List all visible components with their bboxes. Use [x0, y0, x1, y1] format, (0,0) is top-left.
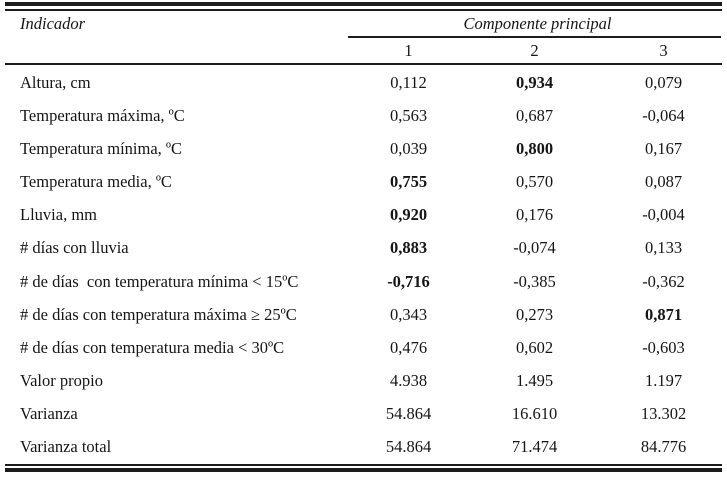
row-value-3: 1.197 [644, 371, 683, 391]
row-value-2: 0,687 [515, 105, 554, 125]
component-column-header-1: 1 [404, 40, 413, 60]
component-column-header-3: 3 [659, 40, 668, 60]
row-value-2: 71.474 [511, 437, 558, 457]
row-value-1: 0,039 [389, 138, 428, 158]
row-value-3: -0,603 [642, 337, 685, 357]
top-rule-thick [5, 2, 722, 6]
row-value-1: 0,563 [389, 105, 428, 125]
row-label: # días con lluvia [20, 238, 129, 258]
row-value-2: 0,570 [515, 172, 554, 192]
row-label: # de días con temperatura mínima < 15ºC [20, 271, 299, 291]
row-value-2: 16.610 [511, 404, 558, 424]
bottom-rule-thin [5, 464, 722, 466]
component-group-header: Componente principal [463, 14, 612, 33]
row-value-2: -0,074 [513, 238, 556, 258]
row-value-1: 0,883 [389, 238, 428, 258]
row-value-3: 0,087 [644, 172, 683, 192]
row-value-3: 0,079 [644, 72, 683, 92]
row-value-3: 0,133 [644, 238, 683, 258]
top-rule-thin [5, 9, 722, 11]
table-row: Temperatura mínima, ºC 0,039 0,800 0,167 [0, 132, 727, 165]
row-value-1: 0,343 [389, 304, 428, 324]
table-header-row-2: 1 2 3 [0, 38, 727, 63]
row-value-1: 4.938 [389, 371, 428, 391]
row-value-2: 0,176 [515, 205, 554, 225]
table-row: Temperatura máxima, ºC 0,563 0,687 -0,06… [0, 99, 727, 132]
row-value-2: 0,273 [515, 304, 554, 324]
table-row: Altura, cm 0,112 0,934 0,079 [0, 66, 727, 99]
row-value-3: 0,167 [644, 138, 683, 158]
component-column-header-2: 2 [530, 40, 539, 60]
row-label: Temperatura media, ºC [20, 172, 172, 192]
table-row: Valor propio 4.938 1.495 1.197 [0, 365, 727, 398]
table-row: Varianza total 54.864 71.474 84.776 [0, 431, 727, 464]
row-label: Varianza total [20, 437, 112, 457]
header-bottom-rule [5, 63, 722, 65]
row-value-1: 54.864 [385, 404, 432, 424]
table-row: # días con lluvia 0,883 -0,074 0,133 [0, 232, 727, 265]
row-label: Temperatura mínima, ºC [20, 138, 183, 158]
row-label: Temperatura máxima, ºC [20, 105, 185, 125]
row-value-3: -0,362 [642, 271, 685, 291]
row-label: Varianza [20, 404, 78, 424]
row-value-1: 54.864 [385, 437, 432, 457]
row-label: Altura, cm [20, 72, 91, 92]
row-label: Valor propio [20, 371, 103, 391]
table-row: # de días con temperatura mínima < 15ºC … [0, 265, 727, 298]
row-value-2: 1.495 [515, 371, 554, 391]
row-value-2: 0,800 [515, 138, 554, 158]
row-value-3: 84.776 [640, 437, 687, 457]
row-value-2: 0,602 [515, 337, 554, 357]
row-value-1: 0,476 [389, 337, 428, 357]
row-value-3: -0,004 [642, 205, 685, 225]
row-value-1: 0,112 [390, 72, 427, 92]
table-row: Varianza 54.864 16.610 13.302 [0, 398, 727, 431]
row-value-3: 0,871 [644, 304, 683, 324]
row-value-2: 0,934 [515, 72, 554, 92]
row-label: # de días con temperatura media < 30ºC [20, 337, 285, 357]
row-value-1: 0,920 [389, 205, 428, 225]
table-row: Lluvia, mm 0,920 0,176 -0,004 [0, 199, 727, 232]
table-header-row-1: Indicador Componente principal [0, 12, 727, 36]
row-value-3: -0,064 [642, 105, 685, 125]
table-row: # de días con temperatura media < 30ºC 0… [0, 331, 727, 364]
table-row: # de días con temperatura máxima ≥ 25ºC … [0, 298, 727, 331]
row-value-2: -0,385 [513, 271, 556, 291]
group-header-underline [348, 36, 721, 38]
bottom-rule-thick [5, 468, 722, 472]
row-value-3: 13.302 [640, 404, 687, 424]
indicator-column-header: Indicador [20, 14, 86, 33]
row-label: # de días con temperatura máxima ≥ 25ºC [20, 304, 297, 324]
row-label: Lluvia, mm [20, 205, 97, 225]
table-row: Temperatura media, ºC 0,755 0,570 0,087 [0, 166, 727, 199]
row-value-1: -0,716 [387, 271, 430, 291]
table-body: Altura, cm 0,112 0,934 0,079 Temperatura… [0, 66, 727, 464]
row-value-1: 0,755 [389, 172, 428, 192]
